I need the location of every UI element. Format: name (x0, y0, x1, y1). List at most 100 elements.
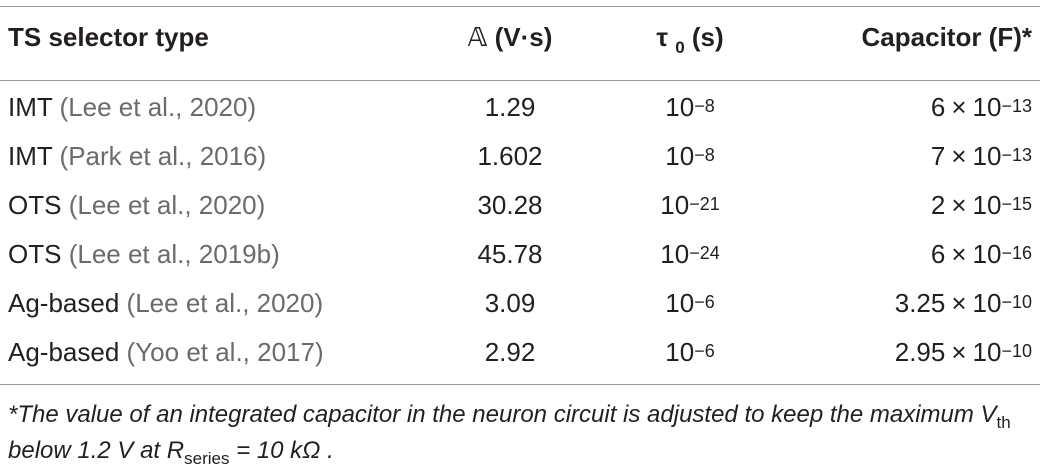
cap-mantissa: 2 (930, 190, 946, 220)
times-symbol: × (951, 288, 967, 318)
tau-exponent: −6 (694, 341, 715, 361)
cap-exponent: −16 (1001, 243, 1032, 263)
tau-base: 10 (665, 288, 695, 318)
footnote-text-2: below 1.2 V at R (8, 437, 185, 464)
cap-base: 10 (972, 239, 1002, 269)
cap-mantissa: 6 (930, 239, 946, 269)
tau-exponent: −8 (694, 96, 715, 116)
tau-exponent: −8 (694, 145, 715, 165)
table-row: IMT (Lee et al., 2020) 1.29 10−8 6 × 10−13 (0, 92, 1040, 136)
citation-text[interactable]: Lee et al., 2020 (135, 288, 315, 318)
header-ts-selector-type: TS selector type (8, 22, 209, 52)
table-row: OTS (Lee et al., 2019b) 45.78 10−24 6 × 10−16 (0, 239, 1040, 283)
cell-capacitor-value: 6 × 10−16 (931, 239, 1032, 270)
table-row: Ag-based (Yoo et al., 2017) 2.92 10−6 2.95 ×… (0, 337, 1040, 381)
table-row: IMT (Park et al., 2016) 1.602 10−8 7 × 10−13 (0, 141, 1040, 185)
cap-mantissa: 6 (930, 92, 946, 122)
cap-base: 10 (972, 190, 1002, 220)
tau-base: 10 (665, 92, 695, 122)
cell-capacitor-value: 3.25 × 10−10 (895, 288, 1032, 319)
table-top-rule (0, 6, 1040, 7)
cell-a-value: 3.09 (484, 288, 536, 318)
citation-text[interactable]: Lee et al., 2019b (77, 239, 272, 269)
ts-type-name: Ag-based (8, 288, 120, 318)
times-symbol: × (951, 337, 967, 367)
citation-link[interactable]: (Lee et al., 2020) (126, 288, 324, 318)
tau-exponent: −21 (689, 194, 720, 214)
header-capacitor: Capacitor (F)* (861, 22, 1032, 52)
citation-link[interactable]: (Lee et al., 2020) (59, 92, 257, 122)
ts-type-name: IMT (8, 141, 53, 171)
citation-text[interactable]: Yoo et al., 2017 (135, 337, 315, 367)
citation-text[interactable]: Lee et al., 2020 (68, 92, 248, 122)
table-bottom-rule (0, 384, 1040, 385)
footnote-vth-subscript: th (996, 413, 1011, 432)
table-row: OTS (Lee et al., 2020) 30.28 10−21 2 × 10−15 (0, 190, 1040, 234)
ts-type-name: IMT (8, 92, 53, 122)
tau-base: 10 (660, 239, 690, 269)
cell-ts-type: IMT (Lee et al., 2020) (8, 92, 256, 123)
citation-link[interactable]: (Lee et al., 2020) (68, 190, 266, 220)
cell-tau-value: 10−21 (615, 190, 765, 221)
times-symbol: × (951, 190, 967, 220)
cell-capacitor-value: 7 × 10−13 (931, 141, 1032, 172)
tau-base: 10 (665, 141, 695, 171)
footnote-text-1: *The value of an integrated capacitor in… (8, 401, 997, 428)
ts-type-name: OTS (8, 190, 62, 220)
cap-base: 10 (972, 141, 1002, 171)
header-tau-subscript: 0 (675, 38, 685, 57)
table-header-row: TS selector type 𝔸 (V·s) τ 0 (s) Capacit… (0, 22, 1040, 62)
cell-ts-type: OTS (Lee et al., 2019b) (8, 239, 280, 270)
footnote-r-subscript: series (184, 449, 230, 468)
citation-text[interactable]: Lee et al., 2020 (77, 190, 257, 220)
cell-tau-value: 10−6 (615, 337, 765, 368)
header-a-symbol: 𝔸 (467, 22, 488, 52)
tau-exponent: −24 (689, 243, 720, 263)
cap-mantissa: 7 (930, 141, 946, 171)
cell-capacitor-value: 2.95 × 10−10 (895, 337, 1032, 368)
cell-ts-type: IMT (Park et al., 2016) (8, 141, 266, 172)
cap-base: 10 (972, 337, 1002, 367)
cell-ts-type: OTS (Lee et al., 2020) (8, 190, 265, 221)
header-a: 𝔸 (V·s) (435, 22, 585, 53)
footnote-text-3: = 10 kΩ . (229, 437, 334, 464)
cell-ts-type: Ag-based (Lee et al., 2020) (8, 288, 323, 319)
cell-tau-value: 10−24 (615, 239, 765, 270)
cap-exponent: −10 (1001, 341, 1032, 361)
cap-exponent: −15 (1001, 194, 1032, 214)
header-tau-unit: (s) (684, 22, 724, 52)
tau-base: 10 (665, 337, 695, 367)
citation-link[interactable]: (Lee et al., 2019b) (68, 239, 280, 269)
cell-a-value: 45.78 (477, 239, 543, 269)
cap-mantissa: 3.25 (894, 288, 946, 318)
cell-tau-value: 10−8 (615, 141, 765, 172)
citation-link[interactable]: (Park et al., 2016) (59, 141, 267, 171)
cell-tau-value: 10−8 (615, 92, 765, 123)
tau-base: 10 (660, 190, 690, 220)
cap-base: 10 (972, 288, 1002, 318)
table-footnote: *The value of an integrated capacitor in… (8, 398, 1033, 470)
cap-exponent: −13 (1001, 145, 1032, 165)
ts-type-name: OTS (8, 239, 62, 269)
times-symbol: × (951, 92, 967, 122)
ts-type-name: Ag-based (8, 337, 120, 367)
cell-capacitor-value: 6 × 10−13 (931, 92, 1032, 123)
cell-tau-value: 10−6 (615, 288, 765, 319)
header-tau: τ 0 (s) (615, 22, 765, 57)
cap-base: 10 (972, 92, 1002, 122)
tau-exponent: −6 (694, 292, 715, 312)
cell-ts-type: Ag-based (Yoo et al., 2017) (8, 337, 324, 368)
cap-exponent: −10 (1001, 292, 1032, 312)
table-row: Ag-based (Lee et al., 2020) 3.09 10−6 3.25 ×… (0, 288, 1040, 332)
citation-link[interactable]: (Yoo et al., 2017) (126, 337, 324, 367)
citation-text[interactable]: Park et al., 2016 (68, 141, 258, 171)
cell-a-value: 1.29 (484, 92, 536, 122)
times-symbol: × (951, 239, 967, 269)
header-tau-symbol: τ (656, 22, 668, 52)
header-a-unit: (V·s) (487, 22, 553, 52)
cell-a-value: 30.28 (477, 190, 543, 220)
table-header-rule (0, 80, 1040, 81)
cap-mantissa: 2.95 (894, 337, 946, 367)
cell-capacitor-value: 2 × 10−15 (931, 190, 1032, 221)
cap-exponent: −13 (1001, 96, 1032, 116)
